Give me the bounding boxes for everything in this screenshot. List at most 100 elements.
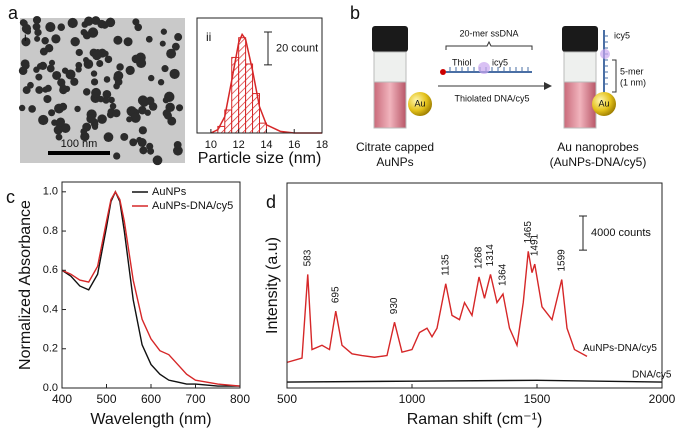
vial-glass bbox=[563, 51, 597, 83]
arrow-head bbox=[544, 82, 552, 90]
particle bbox=[75, 48, 83, 57]
particle bbox=[22, 86, 31, 95]
particle bbox=[173, 145, 183, 156]
particle bbox=[60, 123, 71, 133]
legend-label: AuNPs bbox=[152, 186, 187, 198]
bar bbox=[259, 122, 267, 134]
peak-label: 1135 bbox=[440, 254, 451, 276]
particle bbox=[103, 132, 114, 142]
particle bbox=[28, 105, 36, 113]
plot-frame bbox=[61, 181, 241, 389]
bracket bbox=[445, 40, 533, 50]
particle bbox=[175, 104, 184, 112]
particle bbox=[35, 73, 43, 81]
particle bbox=[113, 70, 124, 81]
particle bbox=[67, 17, 78, 29]
particle bbox=[145, 35, 153, 43]
tem-image bbox=[18, 15, 185, 166]
particle bbox=[102, 50, 109, 57]
legend-label: AuNPs-DNA/cy5 bbox=[152, 200, 233, 212]
particle bbox=[51, 119, 58, 126]
fit-line bbox=[210, 32, 322, 134]
x-tick-label: 2000 bbox=[649, 392, 676, 406]
particle bbox=[123, 37, 133, 47]
particle bbox=[34, 35, 41, 42]
particle bbox=[161, 65, 169, 73]
particle bbox=[34, 28, 42, 37]
dye bbox=[478, 62, 490, 74]
annotation: icy5 bbox=[614, 30, 630, 40]
particle bbox=[70, 36, 80, 47]
particle bbox=[92, 50, 102, 61]
particle bbox=[59, 83, 67, 91]
particle bbox=[20, 19, 28, 27]
bracket bbox=[612, 59, 617, 93]
scheme: Au Citrate capped AuNPs 20-mer ssDNA Thi… bbox=[356, 26, 646, 169]
particle bbox=[139, 146, 148, 155]
particle bbox=[130, 112, 141, 123]
particle bbox=[70, 77, 79, 86]
x-tick-label: 12 bbox=[233, 139, 245, 151]
x-axis-label: Particle size (nm) bbox=[198, 150, 322, 167]
particle bbox=[35, 86, 44, 94]
annotation: Thiol bbox=[452, 57, 472, 67]
particle bbox=[57, 23, 66, 31]
y-tick-label: 0.0 bbox=[43, 382, 58, 394]
particle bbox=[91, 87, 102, 98]
particle bbox=[74, 105, 81, 113]
y-tick-label: 0.2 bbox=[43, 343, 58, 355]
particle bbox=[103, 76, 111, 83]
y-tick-label: 1.0 bbox=[43, 186, 58, 198]
annotation: (1 nm) bbox=[620, 77, 646, 87]
annotation: 20-mer ssDNA bbox=[459, 28, 518, 38]
x-axis-label: Wavelength (nm) bbox=[90, 411, 211, 428]
particle bbox=[174, 33, 183, 42]
particle bbox=[131, 54, 141, 64]
x-tick-label: 400 bbox=[52, 392, 72, 406]
particle bbox=[43, 94, 52, 104]
particle bbox=[55, 133, 63, 141]
series-label: AuNPs-DNA/cy5 bbox=[583, 343, 657, 354]
particle-label: Au bbox=[414, 98, 425, 108]
x-tick-label: 18 bbox=[316, 139, 328, 151]
particle bbox=[51, 34, 61, 44]
scale-bar bbox=[264, 31, 272, 66]
particle bbox=[137, 138, 147, 147]
particle bbox=[32, 22, 41, 31]
particle bbox=[41, 37, 49, 45]
particle bbox=[138, 106, 147, 115]
particle bbox=[105, 17, 116, 28]
particle bbox=[83, 57, 90, 64]
panel-label: d bbox=[266, 192, 276, 212]
peak-label: 1491 bbox=[529, 233, 540, 256]
particle bbox=[90, 78, 99, 86]
bar bbox=[245, 63, 254, 134]
particle bbox=[162, 96, 170, 104]
annotation: 5-mer bbox=[620, 66, 644, 76]
particle bbox=[169, 68, 180, 79]
particle bbox=[59, 102, 68, 111]
particle bbox=[38, 61, 48, 70]
scale-bar bbox=[579, 215, 587, 251]
plot-frame bbox=[286, 182, 663, 389]
vial-liquid bbox=[563, 81, 597, 129]
particle bbox=[45, 21, 56, 33]
annotation: Thiolated DNA/cy5 bbox=[454, 93, 529, 103]
x-tick-label: 16 bbox=[288, 139, 300, 151]
particle bbox=[166, 48, 177, 59]
x-tick-label: 700 bbox=[185, 392, 205, 406]
y-tick-label: 0.6 bbox=[43, 264, 58, 276]
particle bbox=[139, 97, 149, 107]
gold-particle bbox=[592, 92, 616, 116]
x-axis-label: Raman shift (cm⁻¹) bbox=[407, 411, 543, 428]
particle bbox=[152, 155, 163, 166]
particle bbox=[138, 126, 147, 135]
particle bbox=[112, 109, 121, 118]
y-tick-label: 0.4 bbox=[43, 303, 58, 315]
particle bbox=[44, 84, 52, 92]
particle bbox=[48, 59, 56, 66]
peak-label: 1268 bbox=[474, 246, 485, 269]
scale-bar bbox=[48, 151, 110, 155]
series-line bbox=[286, 379, 663, 383]
